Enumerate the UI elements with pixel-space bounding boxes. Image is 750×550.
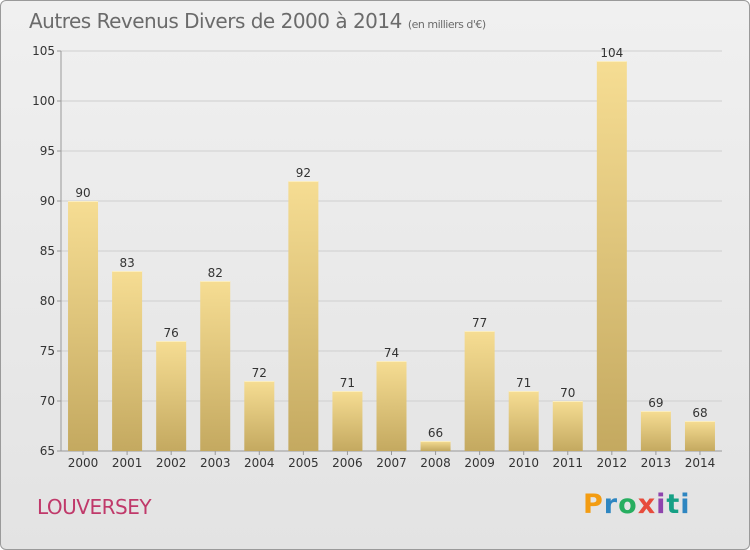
x-tick-label-2007: 2007 (376, 456, 407, 470)
bar-2003 (200, 281, 231, 451)
bar-2008 (420, 441, 451, 451)
bar-2007 (376, 361, 407, 451)
bar-2011 (552, 401, 583, 451)
x-tick-label-2008: 2008 (420, 456, 451, 470)
bar-2005 (288, 181, 319, 451)
chart-title-main: Autres Revenus Divers de 2000 à 2014 (29, 9, 402, 33)
bar-value-label-2007: 74 (384, 346, 399, 360)
brand-letter: x (637, 489, 657, 520)
bar-value-label-2006: 71 (340, 376, 355, 390)
bar-2010 (508, 391, 539, 451)
x-tick-label-2002: 2002 (156, 456, 187, 470)
bar-value-label-2002: 76 (164, 326, 179, 340)
x-tick-label-2009: 2009 (464, 456, 495, 470)
bar-value-label-2013: 69 (648, 396, 663, 410)
brand-letter: i (680, 489, 691, 520)
bars (68, 61, 715, 451)
x-tick-label-2010: 2010 (508, 456, 539, 470)
bar-value-label-2000: 90 (75, 186, 90, 200)
bar-value-label-2010: 71 (516, 376, 531, 390)
data-labels: 90 83 76 82 72 92 71 74 66 77 71 70 104 69 68 (75, 46, 707, 440)
bar-value-label-2012: 104 (600, 46, 623, 60)
bar-2002 (156, 341, 187, 451)
x-tick-label-2005: 2005 (288, 456, 319, 470)
bar-value-label-2001: 83 (119, 256, 134, 270)
brand-letter: i (656, 489, 667, 520)
x-tick-label-2003: 2003 (200, 456, 231, 470)
brand-letter: r (603, 489, 619, 520)
y-tick-label-70: 70 (40, 394, 55, 408)
bar-2013 (640, 411, 671, 451)
bar-value-label-2009: 77 (472, 316, 487, 330)
bar-value-label-2008: 66 (428, 426, 443, 440)
y-tick-label-75: 75 (40, 344, 55, 358)
x-tick-label-2014: 2014 (685, 456, 716, 470)
bar-value-label-2005: 92 (296, 166, 311, 180)
x-tick-label-2000: 2000 (68, 456, 99, 470)
y-tick-label-85: 85 (40, 244, 55, 258)
brand-letter: t (666, 489, 681, 520)
x-tick-label-2013: 2013 (641, 456, 672, 470)
commune-name: LOUVERSEY (37, 495, 152, 519)
y-tick-label-105: 105 (32, 44, 55, 58)
y-tick-label-100: 100 (32, 94, 55, 108)
bar-value-label-2014: 68 (692, 406, 707, 420)
chart-title: Autres Revenus Divers de 2000 à 2014 (en … (29, 9, 486, 33)
bar-2000 (68, 201, 99, 451)
bar-value-label-2003: 82 (208, 266, 223, 280)
brand-letter: P (583, 489, 604, 520)
bar-2006 (332, 391, 363, 451)
bar-2004 (244, 381, 275, 451)
chart-subtitle: (en milliers d'€) (407, 18, 486, 31)
bar-2001 (112, 271, 143, 451)
bar-value-label-2011: 70 (560, 386, 575, 400)
x-tick-label-2004: 2004 (244, 456, 275, 470)
x-tick-label-2001: 2001 (112, 456, 143, 470)
bar-2012 (596, 61, 627, 451)
y-tick-label-95: 95 (40, 144, 55, 158)
brand-logo: Proxiti (583, 489, 691, 520)
y-tick-label-80: 80 (40, 294, 55, 308)
bar-2014 (684, 421, 715, 451)
x-tick-label-2006: 2006 (332, 456, 363, 470)
y-tick-label-90: 90 (40, 194, 55, 208)
bar-value-label-2004: 72 (252, 366, 267, 380)
x-tick-label-2012: 2012 (597, 456, 628, 470)
brand-letter: o (618, 489, 638, 520)
x-tick-label-2011: 2011 (552, 456, 583, 470)
y-tick-label-65: 65 (40, 444, 55, 458)
bar-2009 (464, 331, 495, 451)
